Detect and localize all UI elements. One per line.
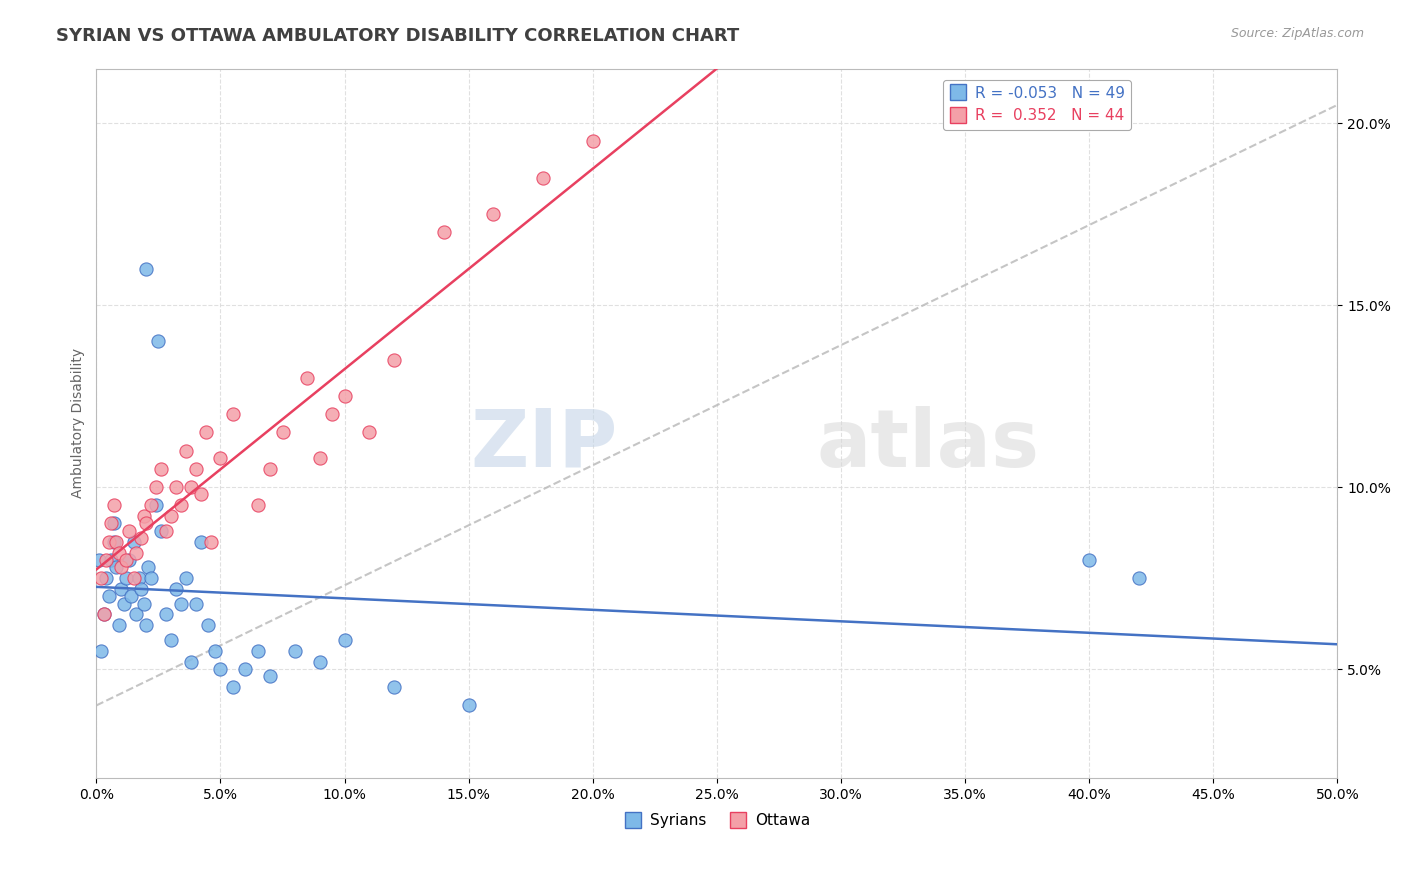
Point — [107, 545, 129, 559]
Point — [184, 462, 207, 476]
Y-axis label: Ambulatory Disability: Ambulatory Disability — [72, 348, 86, 499]
Point — [135, 261, 157, 276]
Point — [233, 662, 256, 676]
Point — [297, 371, 319, 385]
Point — [105, 560, 128, 574]
Point — [135, 618, 157, 632]
Point — [129, 582, 152, 596]
Point — [117, 553, 139, 567]
Legend: Syrians, Ottawa: Syrians, Ottawa — [617, 807, 817, 834]
Point — [170, 498, 193, 512]
Point — [333, 389, 356, 403]
Point — [138, 560, 160, 574]
Point — [259, 462, 281, 476]
Point — [433, 225, 456, 239]
Point — [159, 632, 181, 647]
Point — [209, 662, 232, 676]
Point — [194, 425, 217, 440]
Point — [97, 534, 120, 549]
Point — [135, 516, 157, 531]
Point — [103, 498, 125, 512]
Point — [308, 450, 330, 465]
Point — [382, 352, 405, 367]
Point — [96, 571, 118, 585]
Point — [149, 524, 172, 538]
Point — [165, 582, 187, 596]
Point — [93, 607, 115, 622]
Text: ZIP: ZIP — [471, 406, 617, 483]
Point — [159, 509, 181, 524]
Point — [1078, 553, 1101, 567]
Point — [271, 425, 294, 440]
Point — [105, 534, 128, 549]
Point — [531, 170, 554, 185]
Point — [129, 531, 152, 545]
Point — [204, 644, 226, 658]
Point — [259, 669, 281, 683]
Point — [132, 597, 155, 611]
Point — [180, 655, 202, 669]
Point — [382, 680, 405, 694]
Point — [165, 480, 187, 494]
Point — [333, 632, 356, 647]
Point — [174, 443, 197, 458]
Point — [96, 553, 118, 567]
Point — [149, 462, 172, 476]
Point — [128, 571, 150, 585]
Point — [209, 450, 232, 465]
Point — [308, 655, 330, 669]
Point — [100, 516, 122, 531]
Point — [155, 524, 177, 538]
Point — [115, 553, 138, 567]
Point — [246, 498, 269, 512]
Point — [110, 582, 132, 596]
Point — [222, 407, 245, 421]
Point — [190, 534, 212, 549]
Point — [100, 553, 122, 567]
Point — [284, 644, 307, 658]
Point — [139, 571, 162, 585]
Point — [174, 571, 197, 585]
Point — [145, 498, 167, 512]
Point — [103, 534, 125, 549]
Text: SYRIAN VS OTTAWA AMBULATORY DISABILITY CORRELATION CHART: SYRIAN VS OTTAWA AMBULATORY DISABILITY C… — [56, 27, 740, 45]
Point — [115, 571, 138, 585]
Point — [112, 597, 135, 611]
Point — [359, 425, 381, 440]
Point — [1128, 571, 1150, 585]
Point — [122, 534, 145, 549]
Point — [180, 480, 202, 494]
Point — [93, 607, 115, 622]
Point — [125, 545, 148, 559]
Point — [132, 509, 155, 524]
Point — [184, 597, 207, 611]
Point — [117, 524, 139, 538]
Point — [200, 534, 222, 549]
Point — [90, 644, 112, 658]
Point — [155, 607, 177, 622]
Point — [148, 334, 170, 349]
Point — [246, 644, 269, 658]
Point — [87, 553, 110, 567]
Point — [97, 589, 120, 603]
Point — [222, 680, 245, 694]
Point — [321, 407, 343, 421]
Point — [120, 589, 142, 603]
Point — [582, 134, 605, 148]
Point — [197, 618, 219, 632]
Point — [90, 571, 112, 585]
Point — [139, 498, 162, 512]
Point — [457, 698, 479, 713]
Point — [145, 480, 167, 494]
Point — [125, 607, 148, 622]
Text: Source: ZipAtlas.com: Source: ZipAtlas.com — [1230, 27, 1364, 40]
Text: atlas: atlas — [815, 406, 1039, 483]
Point — [190, 487, 212, 501]
Point — [170, 597, 193, 611]
Point — [107, 618, 129, 632]
Point — [122, 571, 145, 585]
Point — [482, 207, 505, 221]
Point — [103, 516, 125, 531]
Point — [110, 560, 132, 574]
